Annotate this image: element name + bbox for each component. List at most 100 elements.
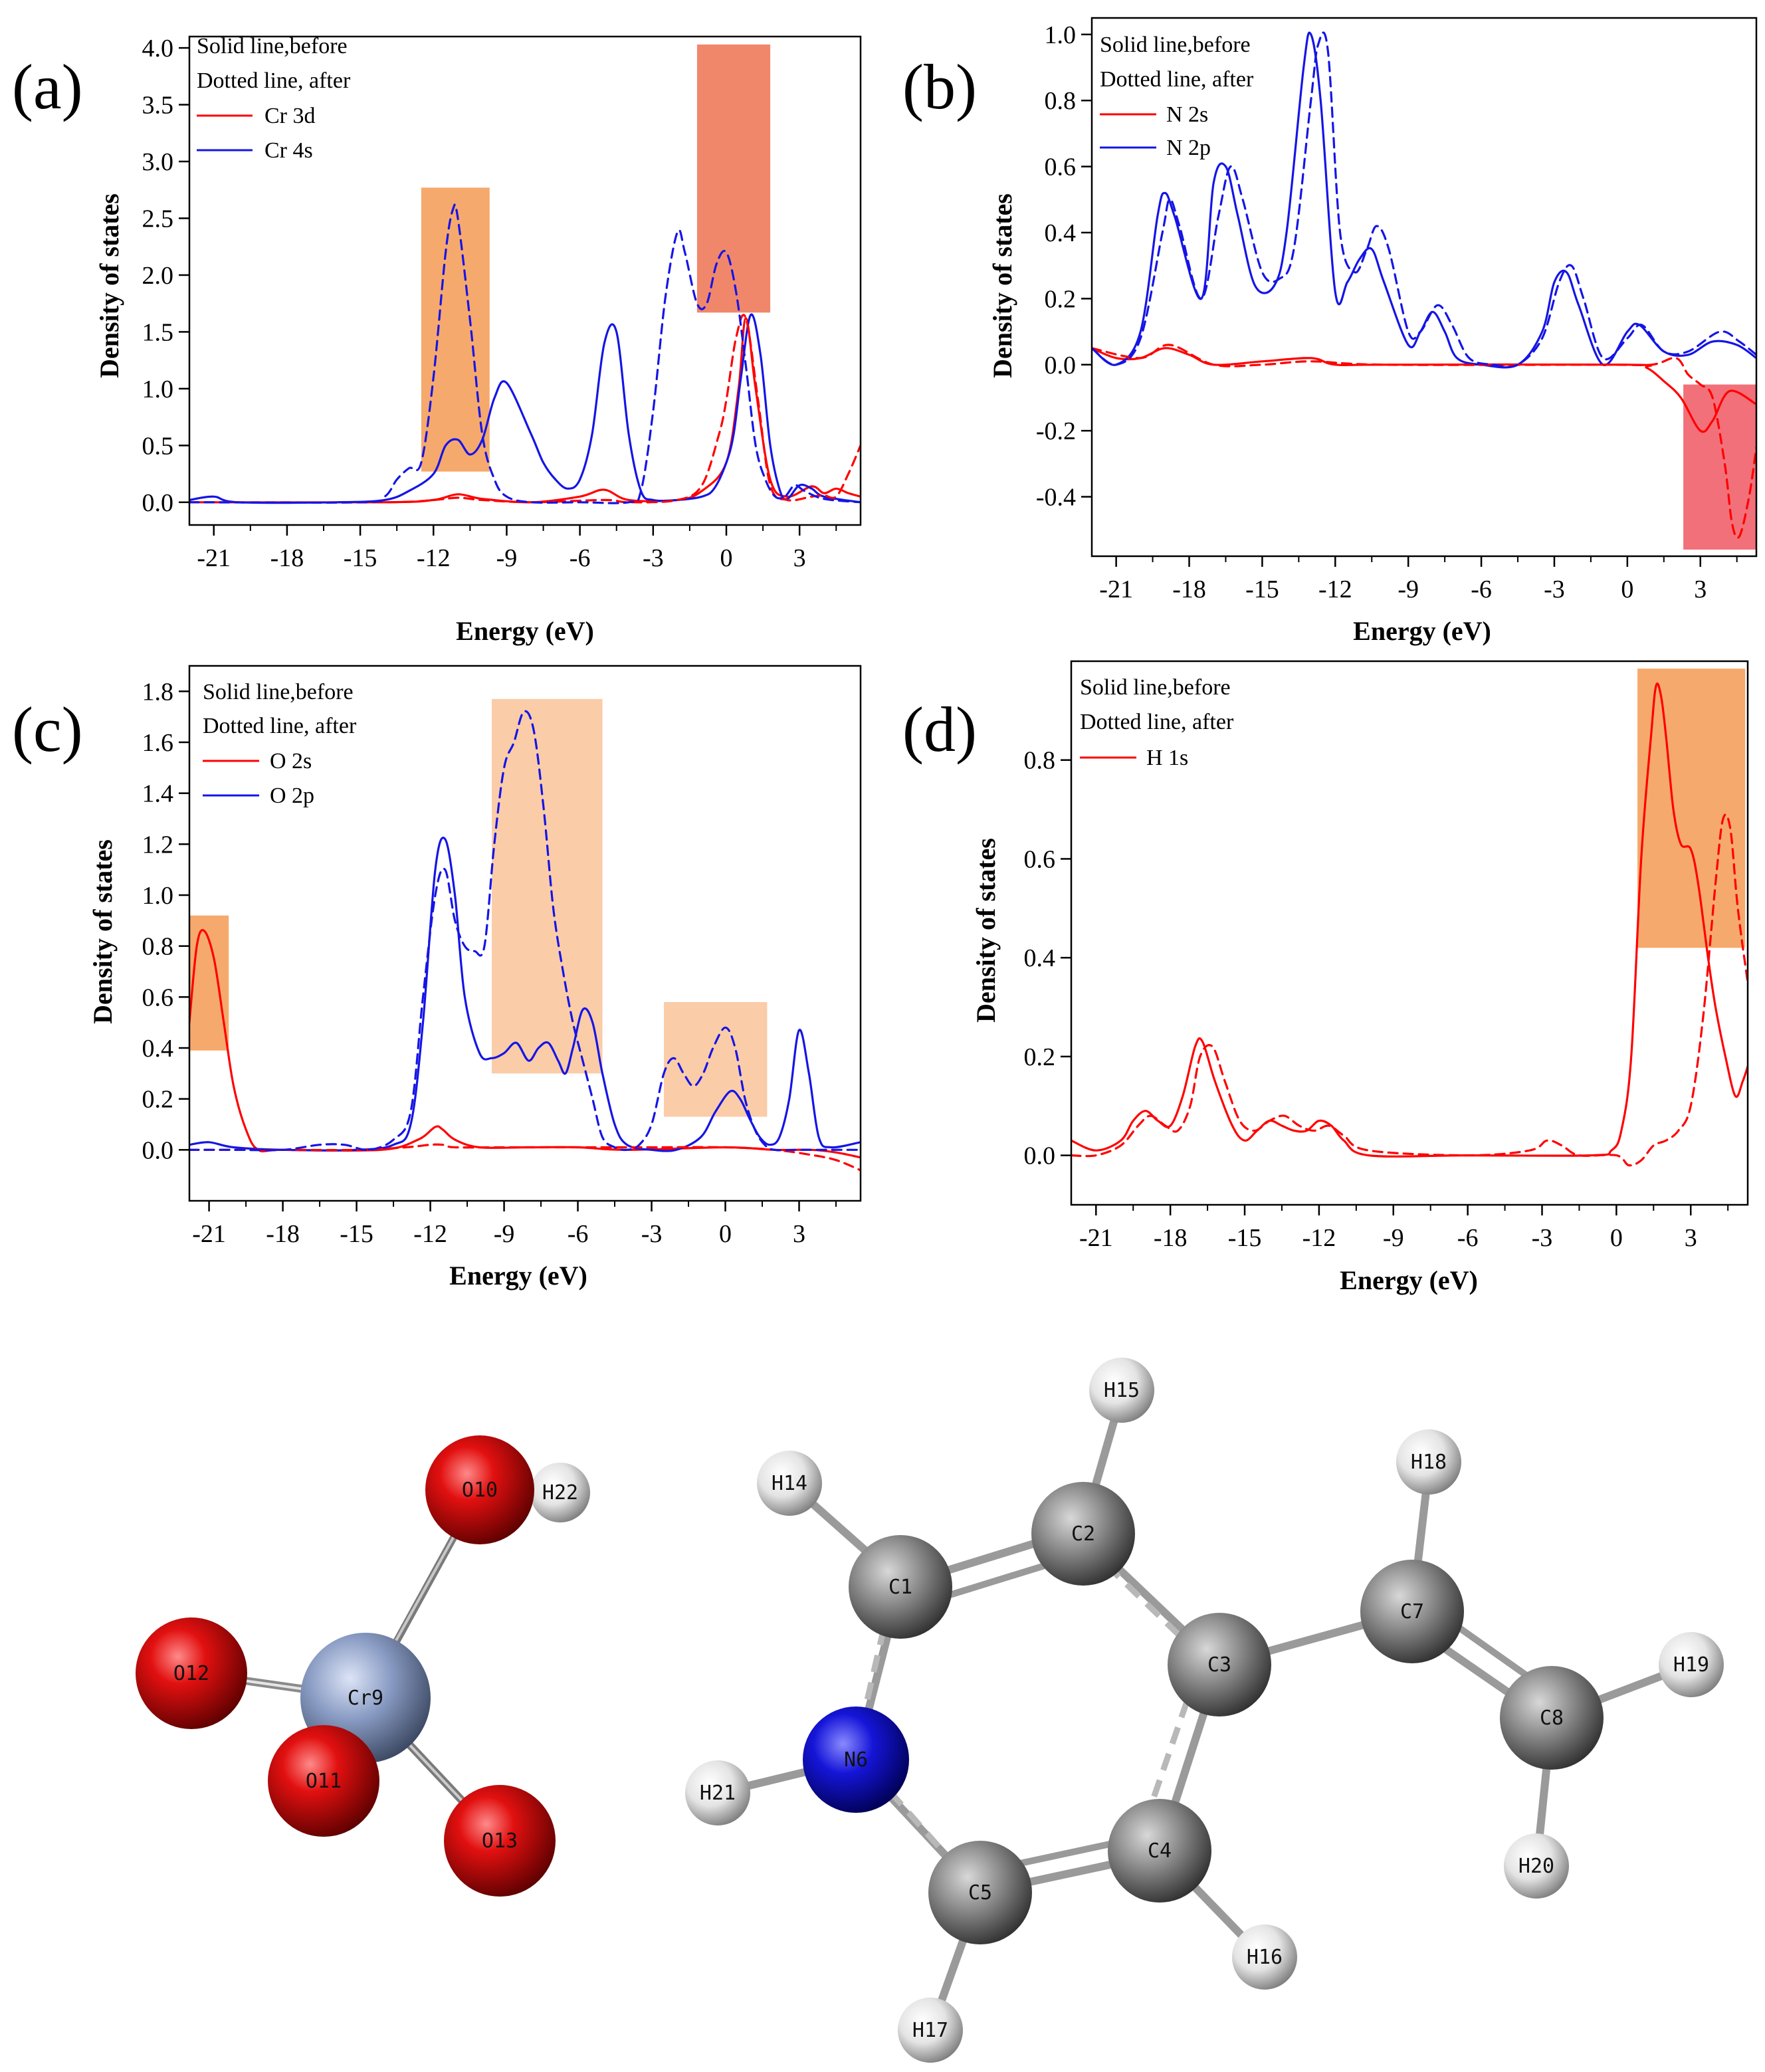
atom-h16-sphere [1232,1924,1297,1990]
panel-d-highlight-box-1 [1637,669,1746,948]
panel-d-y-tick-label: 0.6 [1024,845,1056,873]
panel-b-x-tick-label: -21 [1099,575,1133,603]
atom-h17-sphere [898,1998,963,2063]
panel-c-legend-label-o2s: O 2s [270,749,312,774]
panel-a-x-tick-label: 3 [793,544,806,572]
atom-c3-label: C3 [1207,1653,1231,1677]
panel-d-x-tick-label: -18 [1154,1224,1188,1252]
panel-b-x-tick-label: -6 [1471,575,1492,603]
atom-c4: C4 [1108,1799,1211,1903]
panel-a-legend: Solid line,before Dotted line, after Cr … [197,34,351,163]
panel-c-chart: (c) -21 -18 -15 -12 -9 -6 -3 0 3 0.0 0.2 0.4 0.6 0.8 1… [12,665,862,1291]
panel-b-highlight-box-1 [1683,384,1756,550]
panel-c-x-tick-label: -9 [494,1220,515,1248]
panel-c-y-tick-label: 0.2 [142,1086,174,1114]
panel-c-x-tick-label: -15 [340,1220,373,1248]
panel-d-x-tick-label: -3 [1532,1224,1553,1252]
panel-c-legend: Solid line,before Dotted line, after O 2… [203,680,357,808]
atom-h19: H19 [1659,1632,1724,1697]
atom-o12-label: O12 [173,1662,209,1685]
vinylpyridinium-molecule: H14 H15 H18 C2 C1 C7 [685,1358,1724,2063]
panel-c-y-tick-label: 1.2 [142,831,174,859]
panel-a-legend-note-solid: Solid line,before [197,34,348,58]
panel-c-y-axis-title: Density of states [88,839,118,1024]
panel-c-y-tick-label: 1.0 [142,882,174,910]
panel-c-y-tick-label: 0.6 [142,984,174,1011]
atom-c1-sphere [849,1535,952,1639]
panel-c-highlights [189,698,768,1117]
panel-a-highlight-box-2 [696,44,771,313]
atom-o12: O12 [136,1617,247,1729]
atom-h17-label: H17 [912,2019,948,2042]
panel-c-highlight-box-1 [189,915,229,1051]
panel-c-y-tick-label: 0.4 [142,1035,174,1063]
panel-a-legend-label-cr3d: Cr 3d [264,104,316,128]
panel-a-axis-ticks [179,47,837,536]
atom-h14-label: H14 [772,1472,807,1495]
panel-c-legend-note-solid: Solid line,before [203,680,354,704]
panel-a-y-tick-label: 3.0 [142,148,174,176]
panel-b-x-tick-label: -18 [1172,575,1206,603]
panel-d-x-tick-label: -9 [1383,1224,1404,1252]
panel-c-highlight-box-3 [664,1002,768,1117]
panel-b-legend: Solid line,before Dotted line, after N 2… [1100,33,1254,160]
atom-o10-sphere [425,1435,534,1544]
panel-a-y-tick-label: 2.5 [142,205,174,233]
panel-b-legend-note-solid: Solid line,before [1100,33,1251,57]
panel-a-x-tick-label: -3 [643,544,664,572]
bond-c2-c3-aromatic [1104,1562,1205,1661]
panel-b-x-tick-label: -9 [1398,575,1419,603]
panel-b-letter: (b) [902,51,977,122]
panel-a-tick-labels: -21 -18 -15 -12 -9 -6 -3 0 3 0.0 0.5 1.0 1.5 2.0 2.5 3.… [142,35,806,572]
panel-d-y-tick-label: 0.2 [1024,1043,1056,1071]
atom-c2-sphere [1031,1482,1135,1586]
panel-a-x-tick-label: -15 [344,544,377,572]
atom-c3-sphere [1168,1613,1271,1716]
panel-d-letter: (d) [902,694,977,765]
atom-h21: H21 [685,1760,750,1825]
atom-c3: C3 [1168,1613,1271,1716]
panel-d-legend-label-h1s: H 1s [1146,746,1188,770]
atom-h16: H16 [1232,1924,1297,1990]
panel-b-y-tick-label: 1.0 [1045,21,1077,49]
panel-b-y-axis-title: Density of states [987,193,1017,378]
panel-a-x-tick-label: 0 [720,544,733,572]
panel-b-lines [1092,31,1756,540]
atom-n6-sphere [803,1707,909,1813]
panel-b-x-tick-label: -3 [1544,575,1565,603]
panel-a-y-tick-label: 2.0 [142,262,174,290]
panel-c-x-tick-label: -21 [192,1220,226,1248]
panel-d-legend-note-solid: Solid line,before [1080,675,1231,700]
atom-h20-label: H20 [1518,1855,1554,1878]
panel-c-legend-note-dotted: Dotted line, after [203,714,357,738]
atom-h18: H18 [1396,1429,1461,1495]
atom-c7: C7 [1360,1560,1464,1663]
panel-c-x-tick-label: -12 [413,1220,447,1248]
panel-a-legend-label-cr4s: Cr 4s [264,138,313,163]
atom-c5: C5 [928,1841,1032,1944]
panel-a-y-tick-label: 0.0 [142,489,174,517]
panel-a-series-cr-3d-after [189,314,861,504]
atom-h21-label: H21 [700,1782,736,1805]
panel-b-x-tick-label: 3 [1694,575,1707,603]
atom-c1-label: C1 [888,1576,912,1599]
panel-b-y-tick-label: 0.0 [1045,352,1077,379]
atom-h18-label: H18 [1411,1451,1447,1474]
panel-c-y-tick-label: 0.0 [142,1136,174,1164]
panel-d-y-tick-label: 0.4 [1024,944,1056,972]
panel-d-legend: Solid line,before Dotted line, after H 1… [1080,675,1234,770]
panel-a-series-cr-4s [189,313,861,504]
panel-b-x-tick-label: -12 [1318,575,1352,603]
atom-cr9-label: Cr9 [348,1687,383,1710]
panel-b-y-tick-label: 0.2 [1045,285,1077,313]
atom-c4-sphere [1108,1799,1211,1903]
atom-h21-sphere [685,1760,750,1825]
panel-b-x-tick-label: -15 [1245,575,1279,603]
panel-b-series-n-2s [1092,347,1756,433]
panel-a-x-axis-title: Energy (eV) [456,616,594,646]
atom-c8-sphere [1500,1666,1604,1770]
atom-c5-label: C5 [968,1881,992,1905]
panel-c-series-o-2p-after [189,710,861,1152]
atom-h22-label: H22 [542,1481,578,1504]
panel-a-x-tick-label: -12 [417,544,451,572]
